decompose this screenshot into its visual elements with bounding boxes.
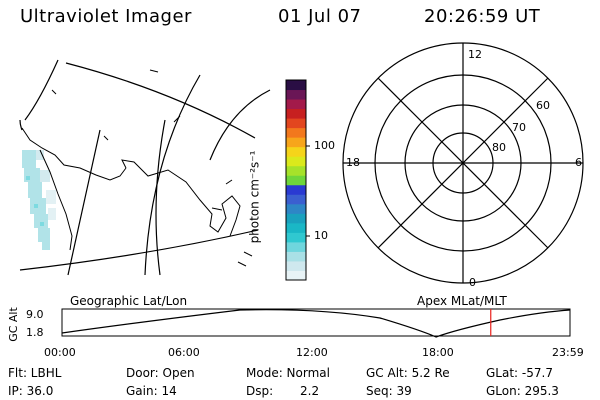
timeline-right-title: Apex MLat/MLT <box>417 294 507 308</box>
color-bar-swatch <box>286 146 306 157</box>
coastline <box>21 69 253 267</box>
color-bar-swatch <box>286 194 306 205</box>
dsp-label: Dsp: <box>246 384 274 398</box>
color-bar-swatch <box>286 108 306 119</box>
map-graticule <box>19 59 271 276</box>
color-bar-swatch <box>286 127 306 138</box>
color-bar-swatch <box>286 260 306 271</box>
date-label: 01 Jul 07 <box>278 6 362 27</box>
timeline-frame <box>61 308 571 337</box>
timeline-ymax: 9.0 <box>26 308 44 321</box>
color-bar-frame <box>285 79 307 281</box>
color-bar-swatch <box>286 165 306 176</box>
lat-label-80: 80 <box>492 141 506 154</box>
lat-label-60: 60 <box>536 99 550 112</box>
mode-status: Mode: Normal <box>246 366 330 380</box>
x-tick-2359: 23:59 <box>552 346 584 359</box>
color-bar-swatch <box>286 89 306 100</box>
x-tick-0600: 06:00 <box>168 346 200 359</box>
color-bar-swatch <box>286 213 306 224</box>
color-bar-swatch <box>286 156 306 167</box>
ip-status: IP: 36.0 <box>8 384 54 398</box>
color-bar-swatch <box>286 118 306 129</box>
color-bar-label-10: 10 <box>314 229 328 242</box>
x-tick-0000: 00:00 <box>44 346 76 359</box>
door-status: Door: Open <box>126 366 195 380</box>
color-bar-swatch <box>286 99 306 110</box>
mlt-label-18: 18 <box>346 156 360 169</box>
color-bar-swatch <box>286 137 306 148</box>
color-bar-swatch <box>286 203 306 214</box>
uv-emission-region <box>22 150 56 250</box>
color-bar-swatch <box>286 241 306 252</box>
lat-label-70: 70 <box>512 121 526 134</box>
timeline-ymin: 1.8 <box>26 326 44 339</box>
timeline-left-title: Geographic Lat/Lon <box>70 294 188 308</box>
color-bar-swatch <box>286 175 306 186</box>
color-bar-label-100: 100 <box>314 139 335 152</box>
seq-status: Seq: 39 <box>366 384 412 398</box>
color-bar-swatch <box>286 222 306 233</box>
altitude-curve <box>61 309 571 338</box>
color-bar-swatch <box>286 270 306 281</box>
color-bar-swatch <box>286 251 306 262</box>
glon-status: GLon: 295.3 <box>486 384 559 398</box>
glat-status: GLat: -57.7 <box>486 366 553 380</box>
time-label: 20:26:59 UT <box>424 6 541 27</box>
color-bar-swatch <box>286 80 306 91</box>
flt-status: Flt: LBHL <box>8 366 62 380</box>
x-tick-1800: 18:00 <box>422 346 454 359</box>
mlt-label-0: 0 <box>469 276 476 289</box>
mlt-label-6: 6 <box>575 156 582 169</box>
mlt-label-12: 12 <box>468 48 482 61</box>
color-bar-swatch <box>286 232 306 243</box>
gain-status: Gain: 14 <box>126 384 177 398</box>
x-tick-1200: 12:00 <box>296 346 328 359</box>
instrument-title: Ultraviolet Imager <box>20 6 192 27</box>
gc-alt-status: GC Alt: 5.2 Re <box>366 366 450 380</box>
dsp-value: 2.2 <box>300 384 320 398</box>
polar-diagonal-b <box>377 77 549 249</box>
color-bar-swatches <box>286 80 306 281</box>
color-bar-swatch <box>286 184 306 195</box>
